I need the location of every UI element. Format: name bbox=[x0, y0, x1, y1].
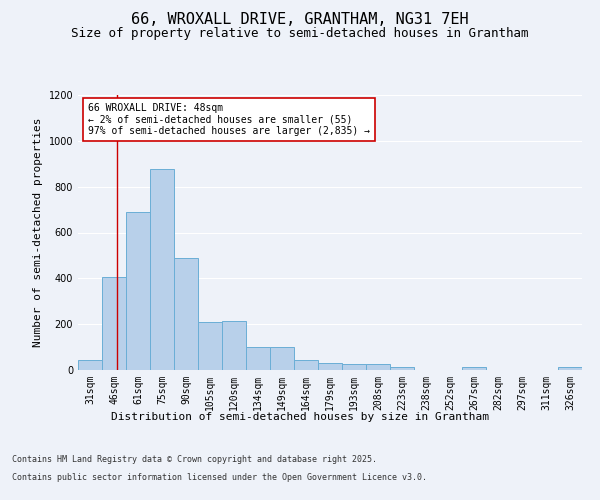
Text: 66, WROXALL DRIVE, GRANTHAM, NG31 7EH: 66, WROXALL DRIVE, GRANTHAM, NG31 7EH bbox=[131, 12, 469, 28]
Text: Contains HM Land Registry data © Crown copyright and database right 2025.: Contains HM Land Registry data © Crown c… bbox=[12, 455, 377, 464]
Bar bbox=[462, 367, 486, 370]
Text: Contains public sector information licensed under the Open Government Licence v3: Contains public sector information licen… bbox=[12, 472, 427, 482]
Bar bbox=[558, 367, 582, 370]
Bar bbox=[366, 364, 390, 370]
Bar bbox=[126, 212, 150, 370]
Text: Distribution of semi-detached houses by size in Grantham: Distribution of semi-detached houses by … bbox=[111, 412, 489, 422]
Bar bbox=[246, 347, 270, 370]
Text: Size of property relative to semi-detached houses in Grantham: Size of property relative to semi-detach… bbox=[71, 28, 529, 40]
Bar bbox=[198, 322, 222, 370]
Bar bbox=[150, 170, 174, 370]
Bar bbox=[270, 347, 294, 370]
Bar bbox=[174, 258, 198, 370]
Bar bbox=[222, 320, 246, 370]
Bar bbox=[318, 363, 342, 370]
Y-axis label: Number of semi-detached properties: Number of semi-detached properties bbox=[33, 118, 43, 347]
Bar bbox=[342, 364, 366, 370]
Bar bbox=[102, 277, 126, 370]
Bar bbox=[78, 360, 102, 370]
Bar bbox=[390, 366, 414, 370]
Bar bbox=[294, 360, 318, 370]
Text: 66 WROXALL DRIVE: 48sqm
← 2% of semi-detached houses are smaller (55)
97% of sem: 66 WROXALL DRIVE: 48sqm ← 2% of semi-det… bbox=[88, 104, 370, 136]
